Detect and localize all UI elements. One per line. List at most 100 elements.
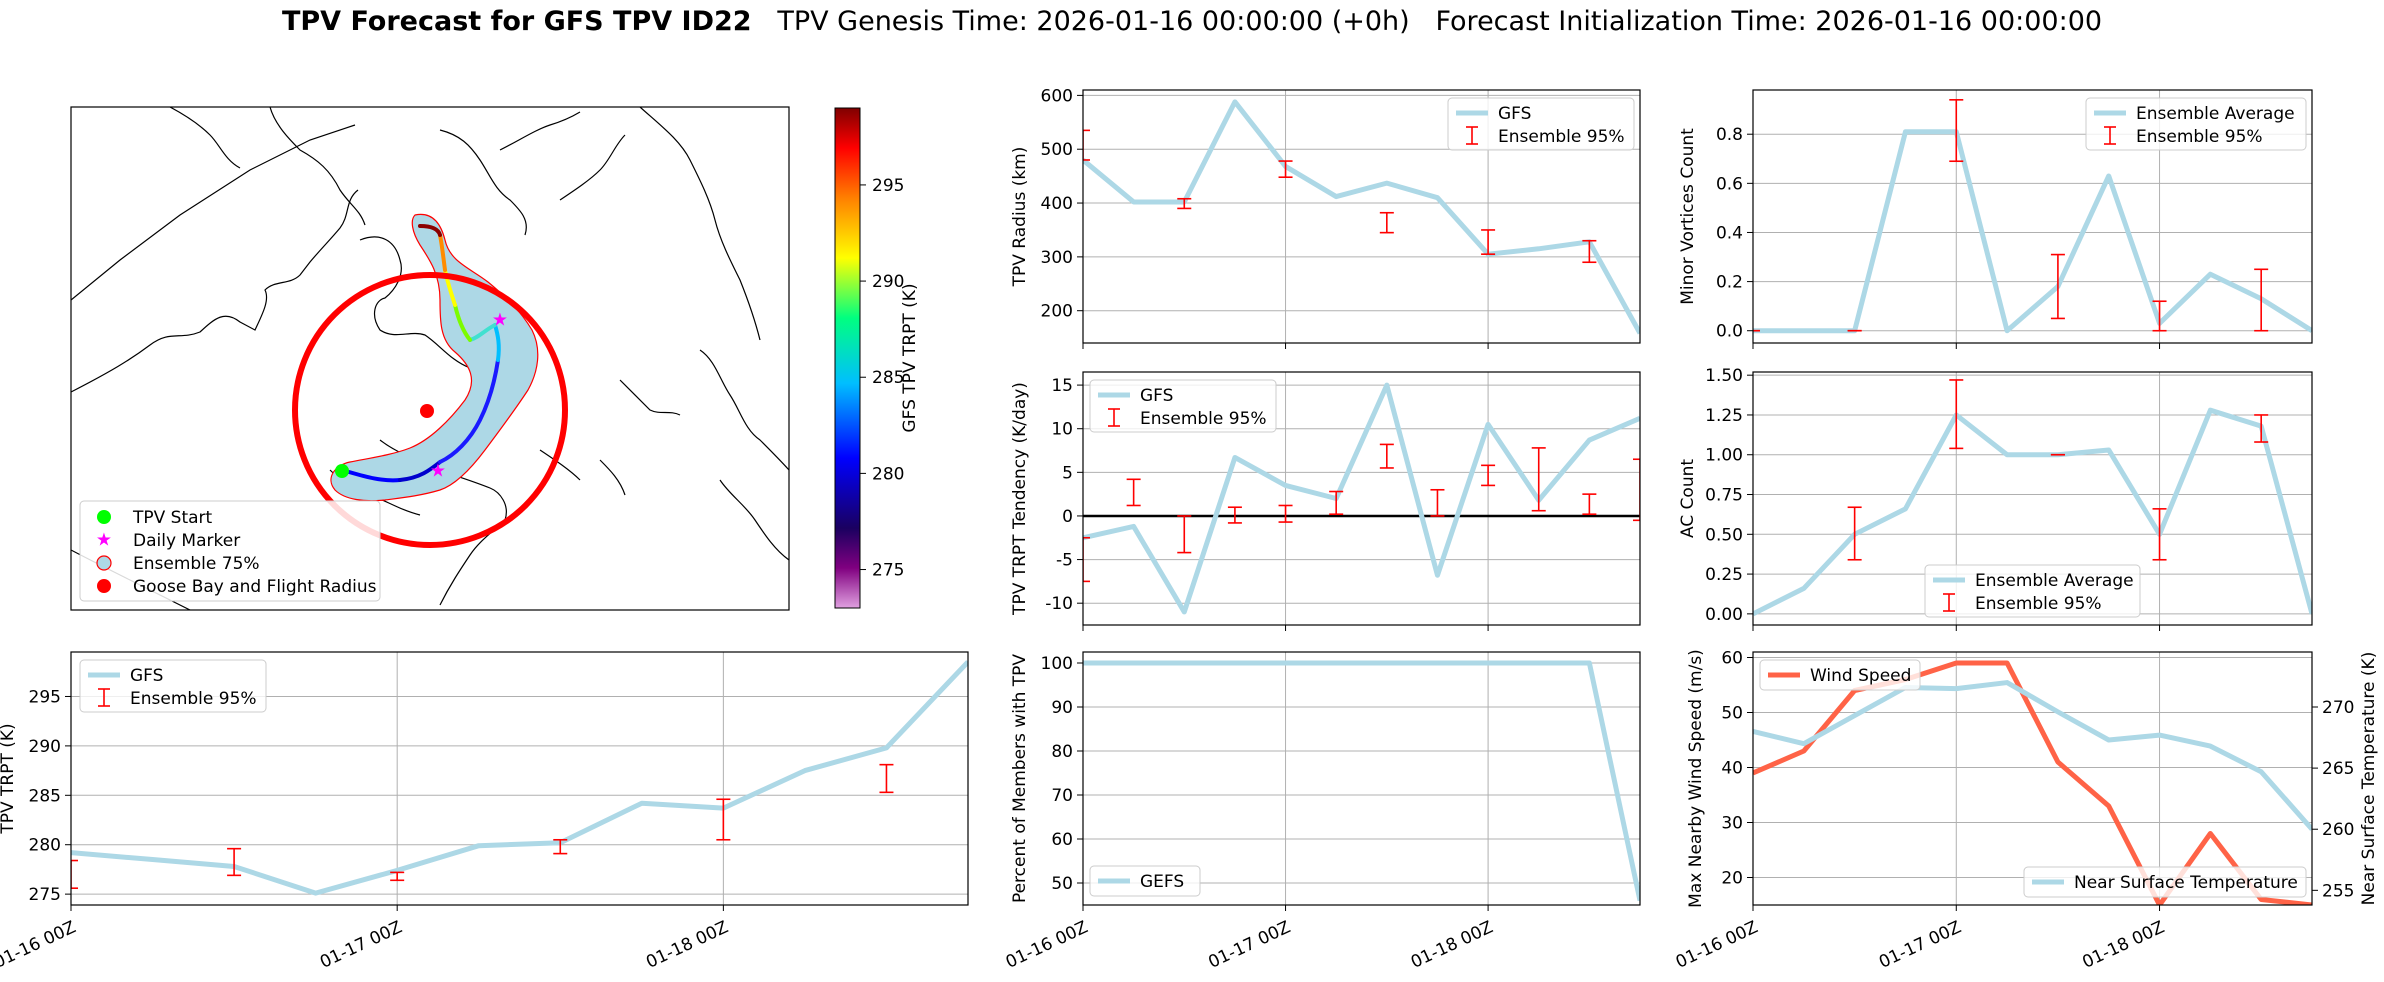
- map-panel: ★ ★ TPV Start ★ Daily Marker Ensemble 75…: [70, 106, 920, 611]
- y-axis-label: Percent of Members with TPV: [1010, 654, 1030, 903]
- legend-label: Ensemble 95%: [1975, 594, 2102, 614]
- y-tick-label: -5: [1056, 551, 1073, 571]
- plot-area: [1753, 99, 2312, 334]
- errorbar: [1847, 506, 1862, 561]
- series-line-gfs: [1083, 99, 1640, 335]
- y-right-tick-label: 260: [2322, 820, 2354, 840]
- svg-text:★: ★: [96, 530, 112, 551]
- colorbar-tick-label: 275: [872, 561, 904, 581]
- legend-label: GFS: [1498, 104, 1531, 124]
- errorbar: [1278, 160, 1293, 179]
- y-tick-label: 290: [29, 737, 61, 757]
- legend-wind: Wind Speed: [1759, 659, 1921, 691]
- errorbar: [2152, 300, 2167, 332]
- map-content: ★ ★: [71, 107, 789, 610]
- y-tick-label: 200: [1041, 302, 1073, 322]
- y-tick-label: 1.50: [1705, 366, 1743, 386]
- y-right-tick-label: 255: [2322, 881, 2354, 901]
- plot-area: [1083, 660, 1640, 902]
- tpv-track: [340, 224, 501, 483]
- y-axis-label: TPV TRPT (K): [0, 723, 18, 834]
- y-tick-label: 0.0: [1716, 322, 1743, 342]
- y-axis-label: TPV Radius (km): [1010, 147, 1030, 288]
- errorbar: [2254, 414, 2269, 443]
- y-right-axis-label: Near Surface Temperature (K): [2359, 652, 2379, 906]
- errorbar: [1379, 443, 1394, 469]
- y-tick-label: 70: [1051, 786, 1073, 806]
- y-tick-label: 1.00: [1705, 446, 1743, 466]
- y-tick-label: 0.00: [1705, 605, 1743, 625]
- y-tick-label: 1.25: [1705, 406, 1743, 426]
- legend-temperature: Near Surface Temperature: [2023, 866, 2307, 898]
- y-tick-label: 0.6: [1716, 174, 1743, 194]
- x-tick-label: 01-17 00Z: [1205, 917, 1293, 972]
- legend-label: Ensemble Average: [2136, 104, 2295, 124]
- series-line-gefs: [1083, 660, 1640, 902]
- y-tick-label: 0.25: [1705, 565, 1743, 585]
- errorbar: [1531, 447, 1546, 512]
- errorbar: [1126, 478, 1141, 507]
- legend-label: Ensemble 95%: [1498, 127, 1625, 147]
- chart-minor-vortices: 0.0 0.2 0.4 0.6 0.8 Minor Vortices Count Ensem…: [1678, 89, 2313, 349]
- plot-area: [1753, 660, 2312, 905]
- axes-frame: [1752, 371, 2313, 626]
- chart-wind-temperature: 20 30 40 50 60 01-16 00Z 01-17 00Z 01-18 00Z Max…: [1673, 649, 2379, 973]
- legend: GFS Ensemble 95%: [1447, 97, 1635, 151]
- y-tick-label: -10: [1045, 594, 1073, 614]
- map-frame: [70, 106, 790, 611]
- title-genesis: TPV Genesis Time: 2026-01-16 00:00:00 (+…: [777, 6, 1410, 37]
- chart-trpt-tendency: -10 -5 0 5 10 15 TPV TRPT Tendency (K/day) GFS E…: [1010, 371, 1641, 631]
- legend: GEFS: [1089, 865, 1201, 897]
- y-tick-label: 30: [1721, 814, 1743, 834]
- chart-radius: 200 300 400 500 600 TPV Radius (km) GFS Ensembl…: [1010, 86, 1641, 349]
- x-tick-label: 01-17 00Z: [1876, 917, 1964, 972]
- title-bold: TPV Forecast for GFS TPV ID22: [281, 6, 752, 37]
- chart-percent-members: 50 60 70 80 90 100 01-16 00Z 01-17 00Z 01-18 00Z…: [1003, 651, 1641, 973]
- legend: Ensemble Average Ensemble 95%: [1924, 564, 2141, 618]
- y-tick-label: 50: [1721, 704, 1743, 724]
- y-tick-label: 90: [1051, 698, 1073, 718]
- x-tick-label: 01-18 00Z: [1408, 917, 1496, 972]
- y-tick-label: 0.50: [1705, 525, 1743, 545]
- x-tick-label: 01-16 00Z: [0, 917, 79, 972]
- map-legend-goose: Goose Bay and Flight Radius: [133, 577, 377, 597]
- errorbar: [227, 847, 242, 877]
- tpv-start-marker: [335, 464, 349, 478]
- y-tick-label: 100: [1041, 654, 1073, 674]
- colorbar-tick-label: 285: [872, 368, 904, 388]
- colorbar-tick-label: 295: [872, 176, 904, 196]
- errorbar: [390, 871, 405, 882]
- y-axis-label: Minor Vortices Count: [1678, 128, 1698, 305]
- y-tick-label: 20: [1721, 869, 1743, 889]
- x-tick-label: 01-16 00Z: [1003, 917, 1091, 972]
- y-tick-label: 0.4: [1716, 223, 1743, 243]
- y-tick-label: 50: [1051, 874, 1073, 894]
- map-legend-daily: Daily Marker: [133, 531, 240, 551]
- series-line-ensemble-average: [1753, 407, 2312, 617]
- legend-label: Ensemble 95%: [130, 689, 257, 709]
- legend-label: Ensemble 95%: [2136, 127, 2263, 147]
- y-tick-label: 0.75: [1705, 486, 1743, 506]
- ensemble-75-region: [330, 213, 539, 502]
- errorbar: [2254, 268, 2269, 332]
- legend-label: Wind Speed: [1810, 666, 1911, 686]
- errorbar: [553, 838, 568, 855]
- x-tick-label: 01-18 00Z: [2079, 917, 2167, 972]
- errorbar: [1633, 458, 1640, 522]
- title-init: Forecast Initialization Time: 2026-01-16…: [1435, 6, 2103, 37]
- errorbar: [1083, 536, 1090, 583]
- legend-label: GEFS: [1140, 872, 1184, 892]
- legend-label: Ensemble 95%: [1140, 409, 1267, 429]
- y-tick-label: 15: [1051, 376, 1073, 396]
- legend-label: GFS: [1140, 386, 1173, 406]
- chart-tpv-trpt: 275 280 285 290 295 01-16 00Z 01-17 00Z 01-18 0…: [0, 651, 969, 973]
- y-tick-label: 5: [1062, 463, 1073, 483]
- errorbar: [1582, 493, 1597, 516]
- colorbar-tick-label: 290: [872, 272, 904, 292]
- flight-radius-circle: [292, 272, 568, 548]
- errorbar: [1481, 229, 1496, 255]
- errorbar: [1481, 464, 1496, 487]
- errorbar: [2050, 253, 2065, 320]
- y-tick-label: 0.8: [1716, 125, 1743, 145]
